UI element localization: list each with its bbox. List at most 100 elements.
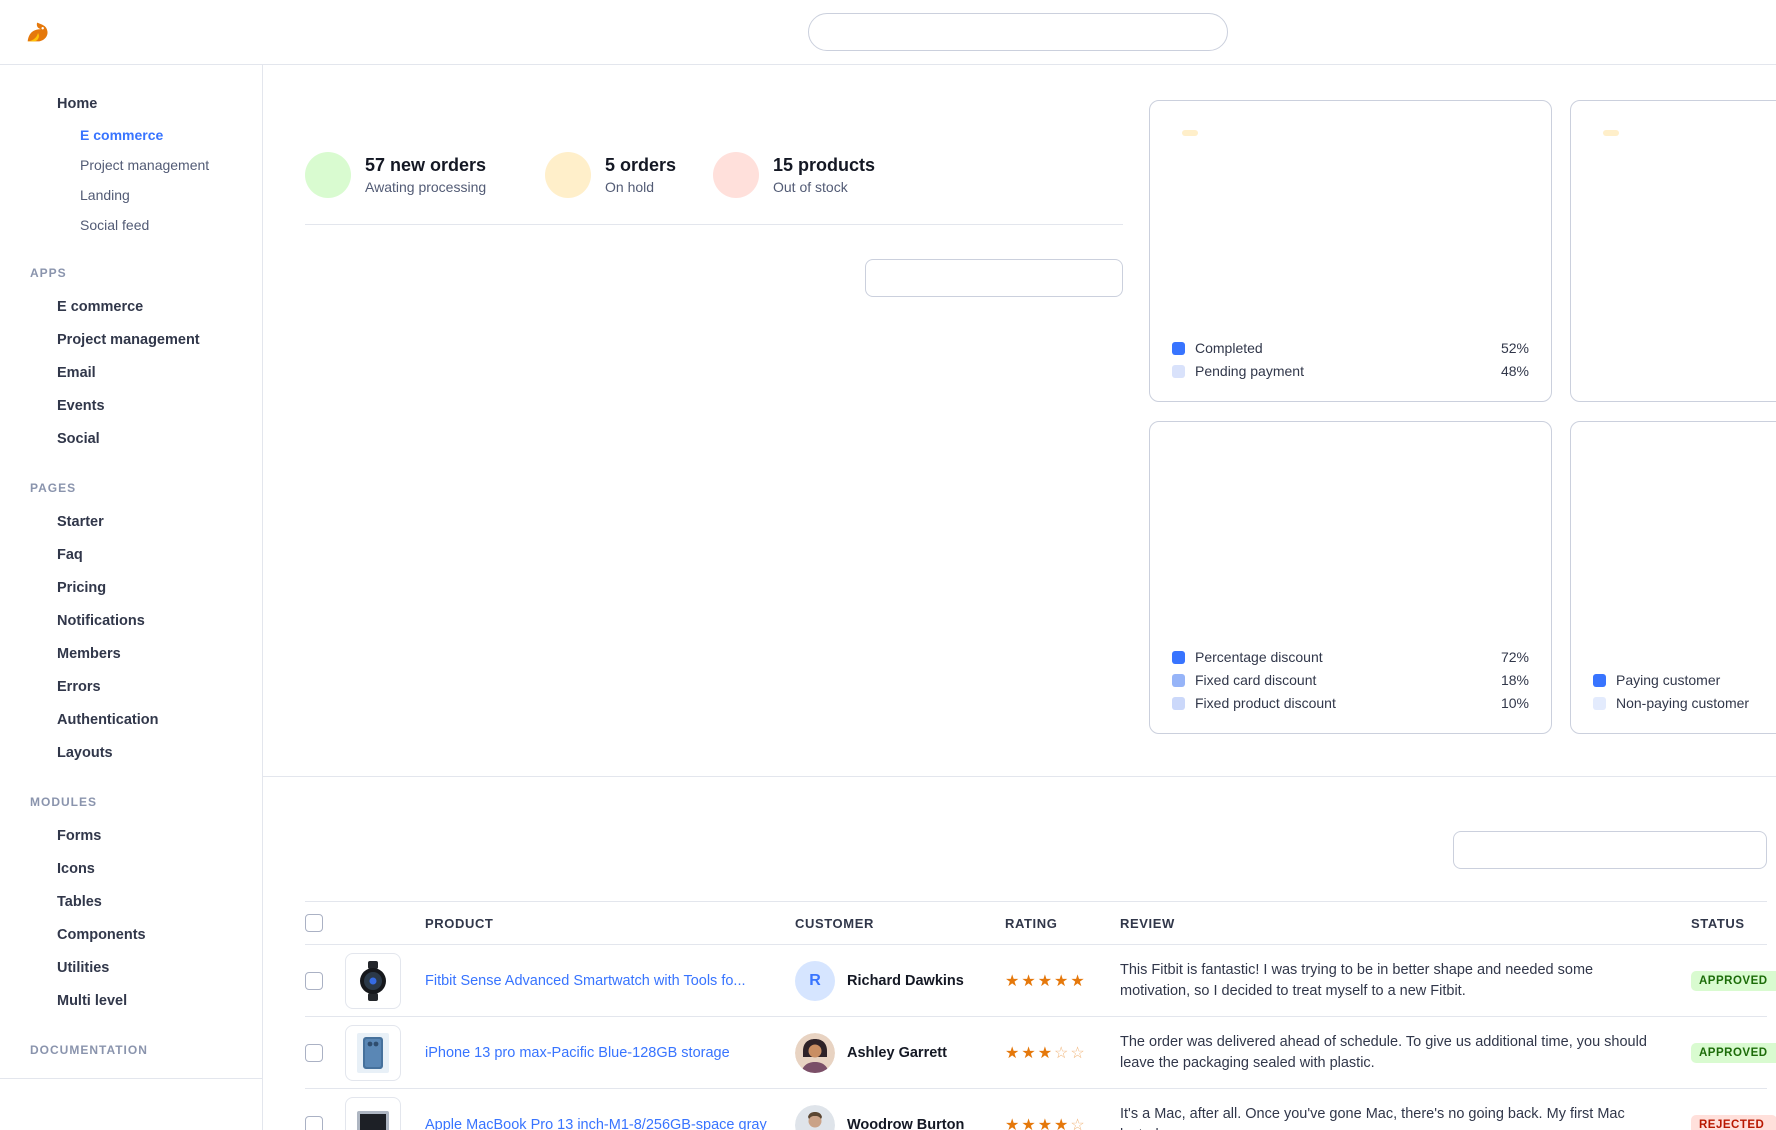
legend-value: 52%	[1500, 340, 1529, 356]
column-header-review[interactable]: REVIEW	[1120, 916, 1685, 931]
column-header-label: RATING	[1005, 915, 1058, 931]
phoenix-logo-icon	[23, 17, 53, 47]
sidebar-item-authentication[interactable]: Authentication	[14, 703, 252, 736]
sidebar-item-e-commerce[interactable]: E commerce	[14, 290, 252, 323]
paying-vs-nonpaying-card: Paying customer Non-paying customer	[1570, 421, 1776, 734]
sidebar-item-label: E commerce	[57, 298, 144, 315]
sidebar-item-pricing[interactable]: Pricing	[14, 571, 252, 604]
top-coupons-donut-chart	[1289, 468, 1413, 592]
top-coupons-legend: Percentage discount 72% Fixed card discoun…	[1172, 649, 1529, 711]
sidebar-item-starter[interactable]: Starter	[14, 505, 252, 538]
top-coupons-card: Percentage discount 72% Fixed card discoun…	[1149, 421, 1552, 734]
sidebar-item-landing[interactable]: Landing	[80, 187, 130, 203]
sidebar-item-icons[interactable]: Icons	[14, 852, 252, 885]
brand[interactable]	[23, 17, 263, 47]
review-row: Fitbit Sense Advanced Smartwatch with To…	[305, 945, 1776, 1017]
topbar-search[interactable]	[808, 13, 1228, 51]
sidebar-item-label: Pricing	[57, 579, 107, 596]
sidebar-item-components[interactable]: Components	[14, 918, 252, 951]
stat-caption: Awating processing	[365, 179, 487, 195]
date-range-select[interactable]	[865, 259, 1123, 297]
product-link[interactable]: Fitbit Sense Advanced Smartwatch with To…	[425, 972, 746, 989]
legend-item-pending-payment: Pending payment 48%	[1172, 363, 1529, 379]
legend-label: Non-paying customer	[1616, 695, 1750, 711]
sidebar-item-members[interactable]: Members	[14, 637, 252, 670]
sidebar-item-label: Components	[57, 926, 146, 943]
sidebar-item-label: Layouts	[57, 744, 113, 761]
paying-legend: Paying customer Non-paying customer	[1593, 672, 1776, 711]
review-text: The order was delivered ahead of schedul…	[1120, 1034, 1647, 1071]
sidebar-item-faq[interactable]: Faq	[14, 538, 252, 571]
sidebar-item-project-management[interactable]: Project management	[80, 157, 210, 173]
x-mark-icon	[713, 152, 759, 198]
sidebar-item-events[interactable]: Events	[14, 389, 252, 422]
column-header-status[interactable]: STATUS	[1685, 916, 1767, 931]
sidebar-item-forms[interactable]: Forms	[14, 819, 252, 852]
sidebar-item-tables[interactable]: Tables	[14, 885, 252, 918]
column-header-product[interactable]: PRODUCT	[425, 916, 795, 931]
column-header-label: PRODUCT	[425, 915, 494, 931]
review-row: Apple MacBook Pro 13 inch-M1-8/256GB-spa…	[305, 1089, 1776, 1130]
product-link[interactable]: iPhone 13 pro max-Pacific Blue-128GB sto…	[425, 1044, 730, 1061]
reviews-search[interactable]	[1453, 831, 1767, 869]
sidebar-item-utilities[interactable]: Utilities	[14, 951, 252, 984]
sidebar-item-email[interactable]: Email	[14, 356, 252, 389]
legend-item-completed: Completed 52%	[1172, 340, 1529, 356]
sidebar-item-notifications[interactable]: Notifications	[14, 604, 252, 637]
select-all-checkbox[interactable]	[305, 914, 323, 932]
status-label: REJECTED	[1699, 1118, 1765, 1130]
legend-item-paying-customer: Paying customer	[1593, 672, 1776, 688]
legend-value: 72%	[1500, 649, 1529, 665]
rating-stars: ★★★★★	[1005, 972, 1087, 990]
sidebar-item-label: Email	[57, 364, 96, 381]
status-badge: REJECTED	[1691, 1114, 1776, 1130]
legend-value: 18%	[1500, 672, 1529, 688]
column-header-customer[interactable]: CUSTOMER	[795, 916, 1005, 931]
legend-item-non-paying-customer: Non-paying customer	[1593, 695, 1776, 711]
sidebar-item-layouts[interactable]: Layouts	[14, 736, 252, 769]
stat-caption: On hold	[605, 179, 655, 195]
legend-label: Percentage discount	[1195, 649, 1323, 665]
collapsed-view-toggle[interactable]	[0, 1078, 262, 1130]
stat-out-of-stock: 15 products Out of stock	[713, 152, 875, 198]
dashboard-left-column: 57 new orders Awating processing 5 orders O…	[305, 100, 1123, 734]
status-badge: APPROVED	[1691, 1042, 1776, 1063]
reviews-table: PRODUCT CUSTOMER RATING REVIEW STATUS Fitbit…	[305, 901, 1776, 1130]
total-orders-change-badge	[1182, 130, 1198, 136]
sidebar-item-label: Multi level	[57, 992, 128, 1009]
sidebar-item-e-commerce[interactable]: E commerce	[80, 127, 164, 143]
row-checkbox[interactable]	[305, 971, 323, 990]
column-header-label: REVIEW	[1120, 915, 1175, 931]
legend-value: 10%	[1500, 695, 1529, 711]
sidebar-item-project-management[interactable]: Project management	[14, 323, 252, 356]
sidebar-heading-pages: PAGES	[30, 481, 77, 495]
review-text: This Fitbit is fantastic! I was trying t…	[1120, 962, 1594, 999]
reviews-search-input[interactable]	[1477, 842, 1753, 858]
sidebar-item-label: Authentication	[57, 711, 159, 728]
sidebar-item-social-feed[interactable]: Social feed	[80, 217, 150, 233]
search-input[interactable]	[835, 24, 1211, 40]
rating-stars: ★★★★☆	[1005, 1116, 1087, 1130]
column-header-rating[interactable]: RATING	[1005, 916, 1120, 931]
row-checkbox[interactable]	[305, 1043, 323, 1062]
product-image-iphone	[345, 1024, 401, 1081]
sidebar-item-home[interactable]: Home	[14, 87, 252, 120]
stat-value: 57 new orders	[365, 155, 487, 175]
sidebar-item-label: Events	[57, 397, 105, 414]
sidebar-item-social[interactable]: Social	[14, 422, 252, 455]
product-link[interactable]: Apple MacBook Pro 13 inch-M1-8/256GB-spa…	[425, 1116, 767, 1130]
sidebar-item-label: Tables	[57, 893, 102, 910]
sidebar-heading-modules: MODULES	[30, 795, 97, 809]
sidebar-item-label: Errors	[57, 678, 101, 695]
legend-item-fixed-product-discount: Fixed product discount 10%	[1172, 695, 1529, 711]
dashboard-cards: Completed 52% Pending payment 48%	[1149, 100, 1776, 734]
reviews-table-body: Fitbit Sense Advanced Smartwatch with To…	[305, 945, 1776, 1130]
sidebar-item-errors[interactable]: Errors	[14, 670, 252, 703]
column-header-label: CUSTOMER	[795, 915, 874, 931]
sidebar-item-label: Home	[57, 95, 98, 112]
sidebar-item-multi-level[interactable]: Multi level	[14, 984, 252, 1017]
sidebar-item-label: Project management	[57, 331, 200, 348]
stat-value: 15 products	[773, 155, 876, 175]
row-checkbox[interactable]	[305, 1115, 323, 1130]
